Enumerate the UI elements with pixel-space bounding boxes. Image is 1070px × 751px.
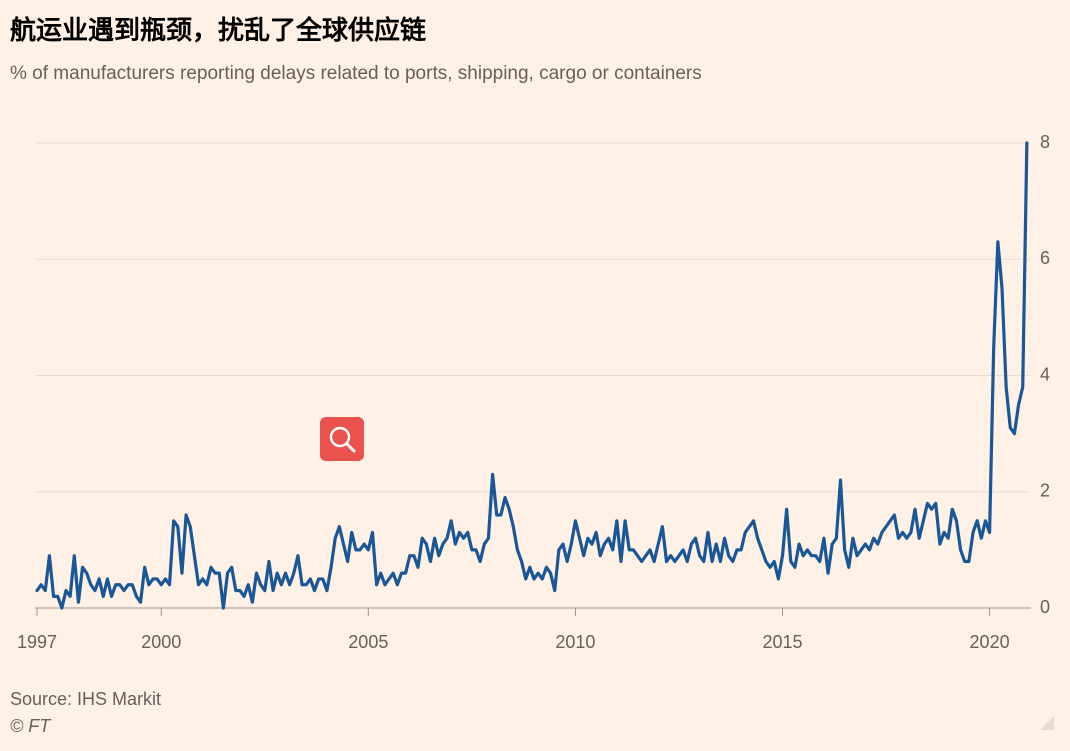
y-tick-label: 4 <box>1040 364 1050 384</box>
x-tick-label: 2020 <box>970 632 1010 652</box>
x-tick-label: 2010 <box>555 632 595 652</box>
search-icon <box>329 426 351 448</box>
x-tick-label: 2000 <box>141 632 181 652</box>
y-tick-label: 8 <box>1040 132 1050 152</box>
search-button-bg[interactable] <box>320 417 364 461</box>
data-line <box>35 141 1029 610</box>
source: Source: IHS Markit <box>10 689 161 709</box>
y-tick-label: 0 <box>1040 597 1050 617</box>
search-button[interactable] <box>320 417 364 461</box>
x-tick-label: 1997 <box>17 632 57 652</box>
y-tick-label: 6 <box>1040 248 1050 268</box>
chart-title: 航运业遇到瓶颈，扰乱了全球供应链 <box>10 15 426 46</box>
x-tick-label: 2015 <box>762 632 802 652</box>
chart-subtitle: % of manufacturers reporting delays rela… <box>10 63 702 84</box>
credit: © FT <box>10 716 52 736</box>
y-tick-label: 2 <box>1040 481 1050 501</box>
search-icon <box>345 442 356 453</box>
resize-corner <box>1040 716 1054 730</box>
plot-area: 0 2 4 6 8 1997 2000 2005 2010 2015 2020 <box>17 132 1050 652</box>
x-tick-label: 2005 <box>348 632 388 652</box>
